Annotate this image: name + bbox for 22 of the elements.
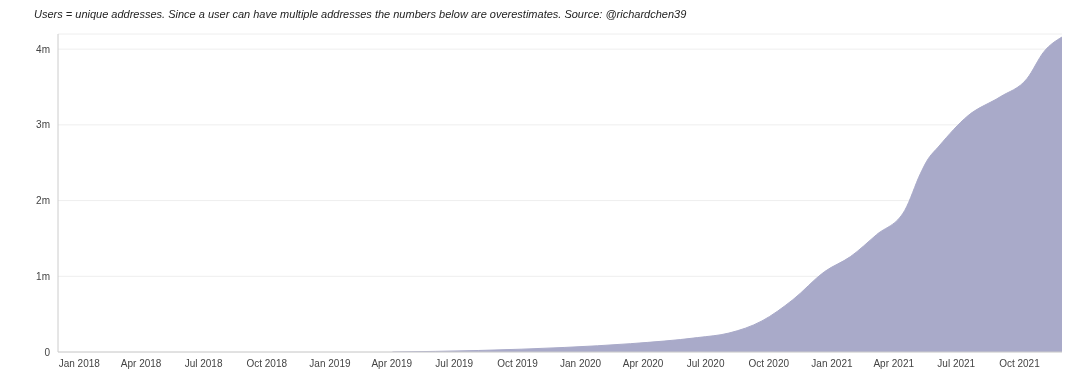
y-tick-label: 3m <box>36 119 50 131</box>
y-tick-label: 2m <box>36 195 50 207</box>
chart-subtitle: Users = unique addresses. Since a user can have multiple addresses the numbers below are overestimates. Source: @richardchen39 <box>33 8 688 22</box>
x-tick-label: Apr 2021 <box>873 358 915 370</box>
x-tick-label: Jan 2021 <box>811 358 853 370</box>
x-tick-label: Oct 2021 <box>999 358 1041 370</box>
x-tick-label: Jan 2020 <box>560 358 602 370</box>
x-tick-label: Jan 2018 <box>58 358 101 370</box>
x-tick-label: Oct 2020 <box>748 358 790 370</box>
x-tick-label: Oct 2018 <box>246 358 288 370</box>
x-tick-label: Apr 2020 <box>622 358 664 370</box>
x-tick-label: Apr 2019 <box>371 358 413 370</box>
x-tick-label: Jul 2021 <box>937 358 976 370</box>
y-tick-label: 1m <box>36 270 50 282</box>
y-tick-label: 4m <box>36 43 50 55</box>
y-tick-label: 0 <box>44 346 51 358</box>
x-tick-label: Jul 2019 <box>435 358 474 370</box>
x-tick-label: Jul 2018 <box>184 358 223 370</box>
x-tick-label: Jan 2019 <box>309 358 351 370</box>
x-tick-label: Oct 2019 <box>497 358 539 370</box>
x-tick-label: Jul 2020 <box>686 358 725 370</box>
x-tick-label: Apr 2018 <box>120 358 162 370</box>
